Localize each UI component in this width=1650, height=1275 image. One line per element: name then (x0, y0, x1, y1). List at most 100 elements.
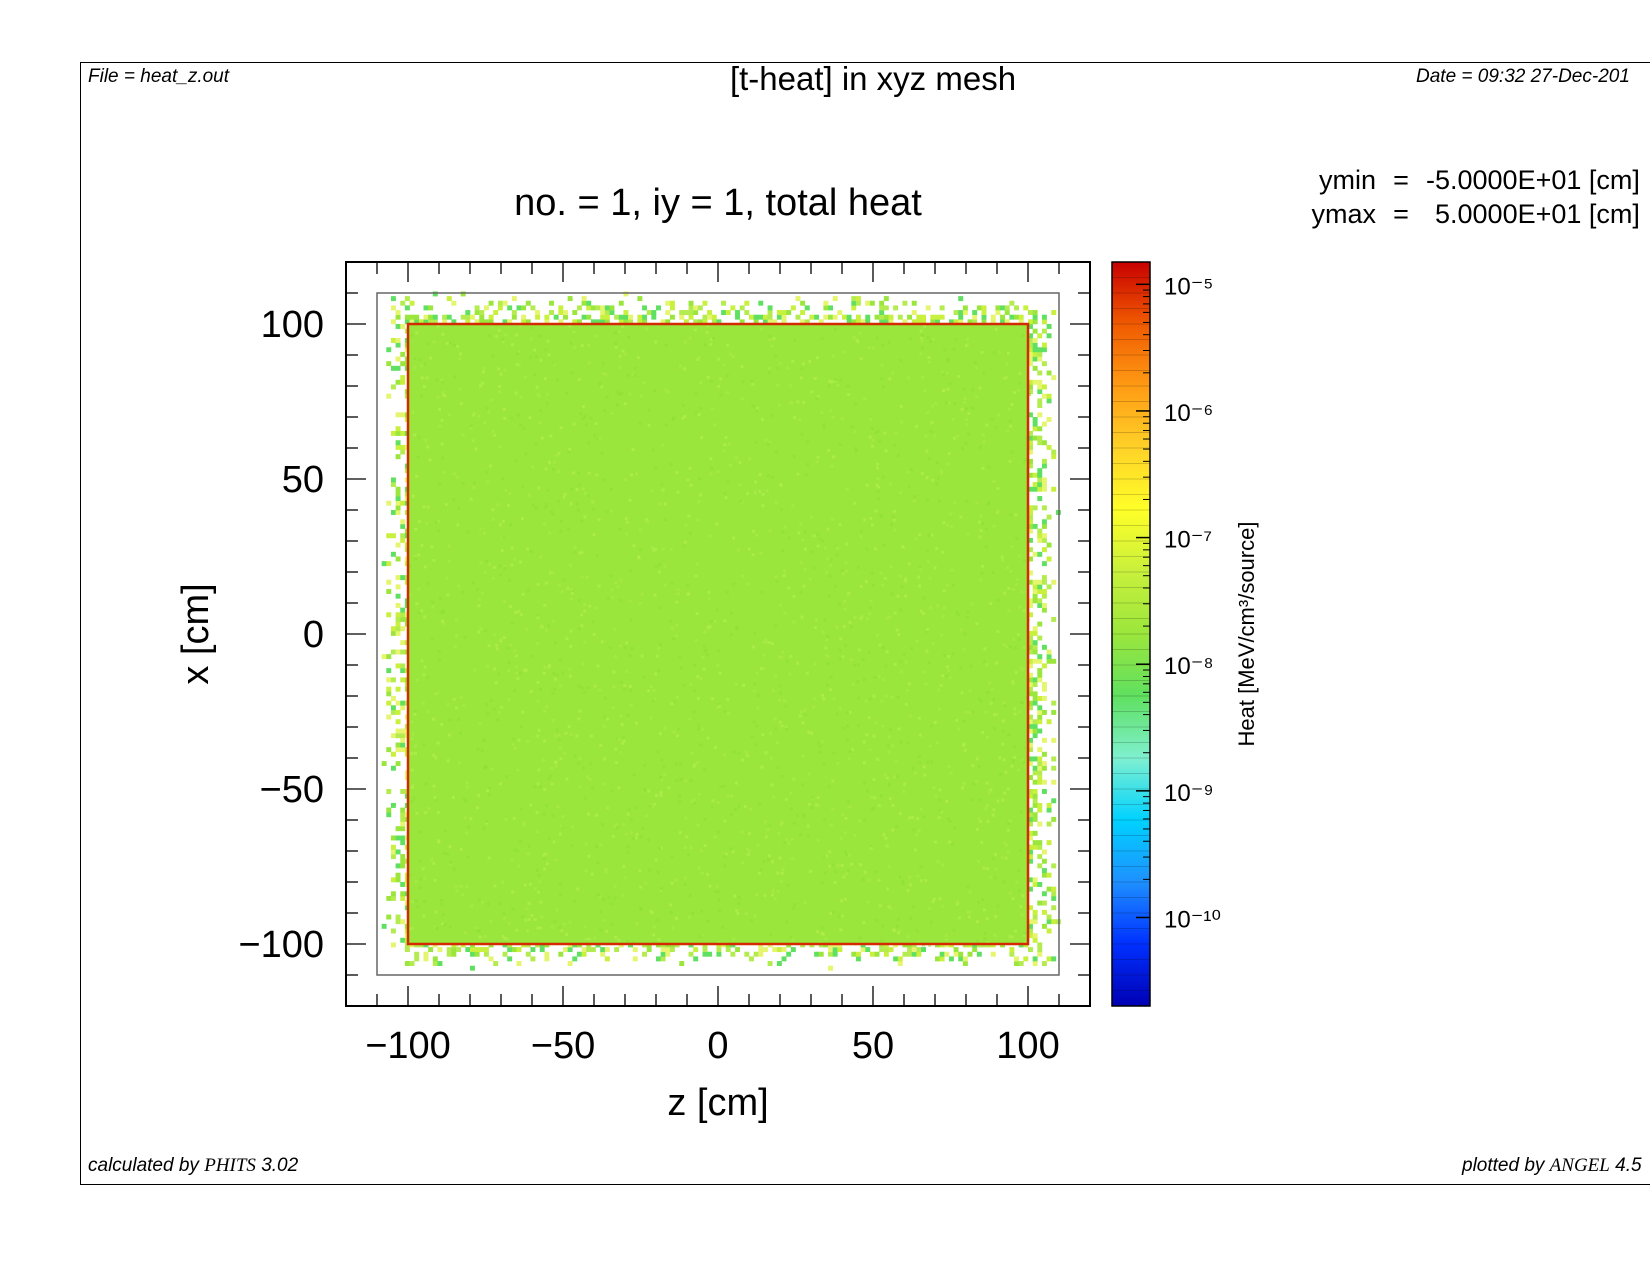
heatmap-cell (503, 636, 507, 640)
heatmap-cell (755, 533, 759, 537)
heatmap-cell (1004, 856, 1008, 860)
heatmap-cell (432, 784, 436, 788)
heatmap-cell (859, 535, 863, 539)
heatmap-cell (846, 724, 850, 728)
heatmap-cell (613, 670, 617, 674)
heatmap-cell (703, 817, 707, 821)
heatmap-cell (453, 343, 457, 347)
heatmap-cell (395, 556, 401, 562)
heatmap-cell (400, 663, 406, 669)
heatmap-cell (400, 705, 406, 711)
heatmap-cell (411, 732, 415, 736)
heatmap-cell (962, 305, 968, 311)
heatmap-cell (545, 804, 549, 808)
heatmap-cell (669, 305, 675, 311)
heatmap-cell (722, 449, 726, 453)
heatmap-cell (665, 319, 671, 325)
heatmap-cell (1002, 880, 1006, 884)
heatmap-cell (598, 688, 602, 692)
heatmap-cell (818, 537, 822, 541)
heatmap-cell (952, 928, 956, 932)
heatmap-cell (614, 331, 618, 335)
heatmap-cell (996, 799, 1000, 803)
heatmap-cell (637, 314, 643, 320)
heatmap-cell (512, 817, 516, 821)
heatmap-cell (586, 305, 592, 311)
heatmap-cell (1001, 719, 1005, 723)
heatmap-cell (1028, 379, 1033, 385)
heatmap-cell (583, 491, 587, 495)
heatmap-cell (745, 491, 749, 495)
heatmap-cell (812, 565, 816, 569)
heatmap-cell (428, 356, 432, 360)
heatmap-cell (444, 503, 448, 507)
heatmap-cell (400, 351, 406, 357)
heatmap-cell (664, 388, 668, 392)
heatmap-cell (808, 869, 812, 873)
heatmap-cell (883, 951, 889, 957)
heatmap-cell (623, 402, 627, 406)
heatmap-cell (749, 918, 753, 922)
heatmap-cell (1037, 668, 1043, 674)
heatmap-cell (892, 929, 896, 933)
heatmap-cell (670, 855, 674, 859)
heatmap-cell (893, 775, 897, 779)
heatmap-cell (436, 324, 440, 328)
heatmap-cell (822, 697, 826, 701)
heatmap-cell (711, 319, 717, 325)
heatmap-cell (557, 925, 561, 929)
heatmap-cell (584, 796, 588, 800)
heatmap-cell (807, 772, 811, 776)
heatmap-cell (539, 624, 543, 628)
heatmap-cell (808, 359, 812, 363)
heatmap-cell (681, 416, 685, 420)
heatmap-cell (518, 839, 522, 843)
heatmap-cell (533, 373, 537, 377)
heatmap-cell (888, 783, 892, 787)
heatmap-cell (423, 956, 429, 962)
heatmap-cell (612, 685, 616, 689)
heatmap-cell (400, 668, 406, 674)
heatmap-cell (754, 480, 758, 484)
heatmap-cell (838, 443, 842, 447)
heatmap-cell (546, 401, 550, 405)
heatmap-cell (717, 898, 721, 902)
heatmap-cell (1003, 591, 1007, 595)
heatmap-cell (491, 576, 495, 580)
heatmap-cell (600, 951, 606, 957)
heatmap-cell (748, 849, 752, 853)
heatmap-cell (693, 319, 699, 325)
heatmap-cell (527, 844, 531, 848)
heatmap-cell (395, 444, 401, 450)
heatmap-cell (494, 681, 498, 685)
heatmap-cell (1008, 419, 1012, 423)
heatmap-cell (525, 319, 531, 325)
heatmap-cell (390, 835, 396, 841)
heatmap-cell (432, 558, 436, 562)
heatmap-cell (776, 766, 780, 770)
heatmap-cell (799, 376, 803, 380)
heatmap-cell (605, 510, 609, 514)
heatmap-cell (978, 697, 982, 701)
heatmap-cell (768, 338, 772, 342)
heatmap-cell (1003, 841, 1007, 845)
heatmap-cell (832, 947, 838, 953)
heatmap-cell (975, 501, 979, 505)
heatmap-cell (863, 781, 867, 785)
heatmap-cell (500, 705, 504, 709)
heatmap-cell (460, 314, 466, 320)
heatmap-cell (834, 584, 838, 588)
heatmap-cell (566, 586, 570, 590)
heatmap-cell (740, 365, 744, 369)
heatmap-cell (776, 310, 782, 315)
heatmap-cell (855, 951, 861, 957)
heatmap-cell (754, 440, 758, 444)
heatmap-cell (1028, 905, 1033, 911)
heatmap-cell (395, 324, 401, 329)
heatmap-cell (553, 677, 557, 681)
heatmap-cell (939, 956, 945, 962)
heatmap-cell (979, 819, 983, 823)
heatmap-cell (870, 795, 874, 799)
heatmap-cell (404, 305, 410, 311)
heatmap-cell (517, 363, 521, 367)
